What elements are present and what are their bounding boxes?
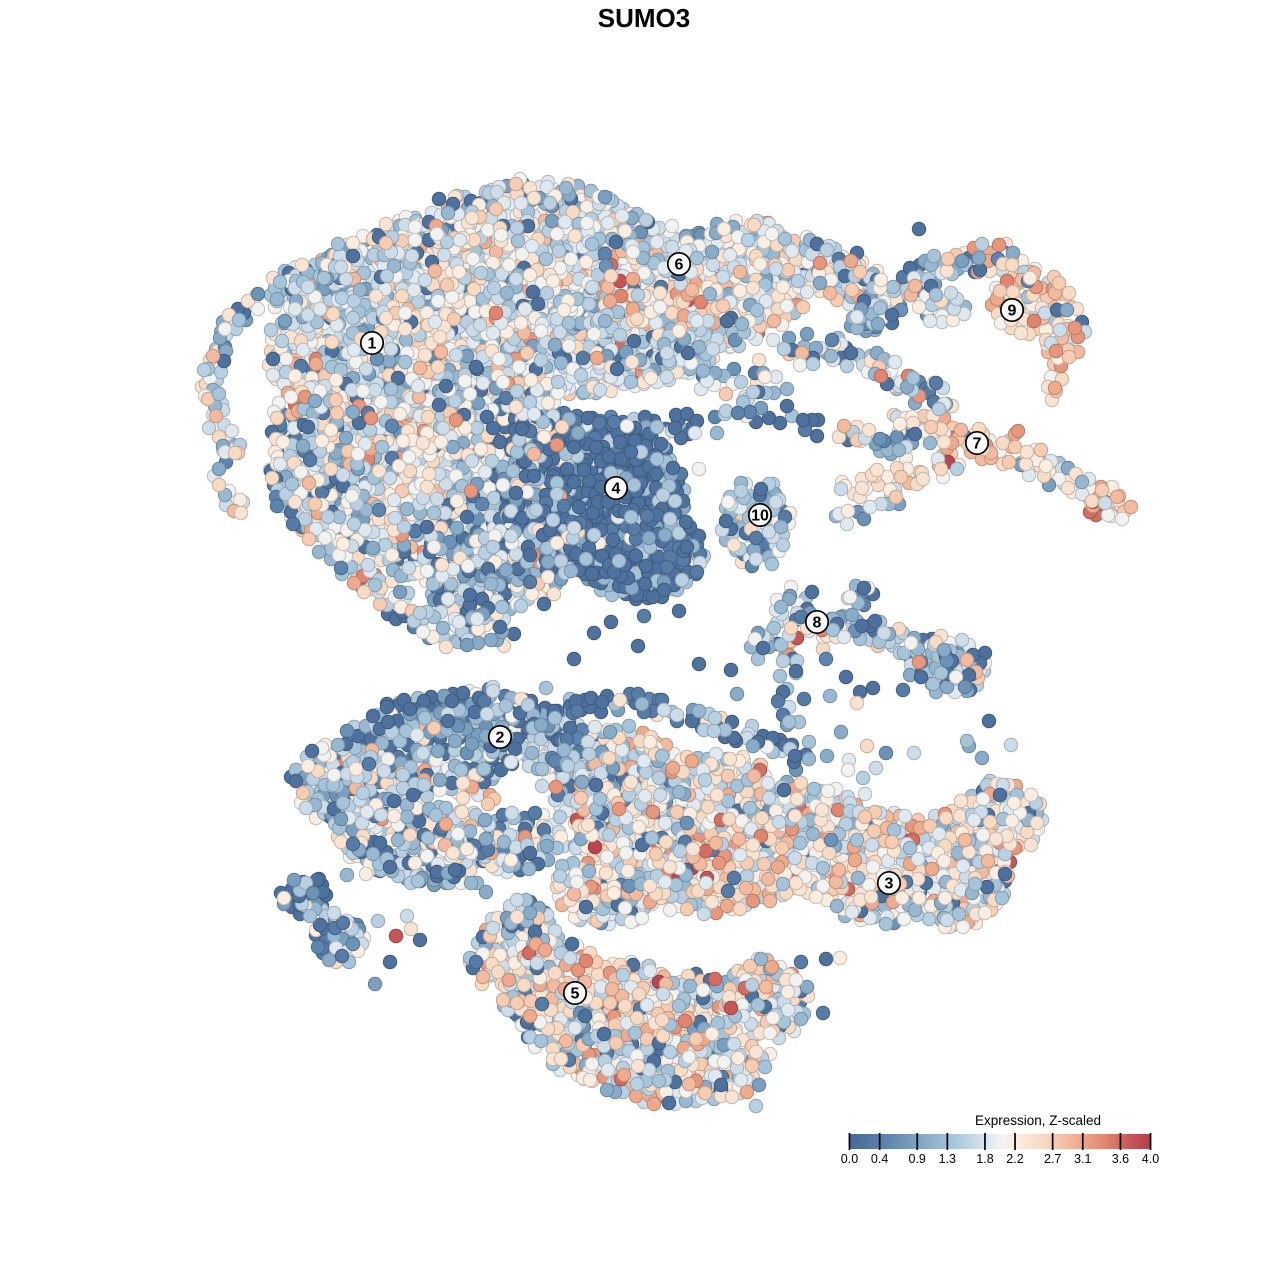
svg-text:SUMO3: SUMO3 [598,3,690,33]
